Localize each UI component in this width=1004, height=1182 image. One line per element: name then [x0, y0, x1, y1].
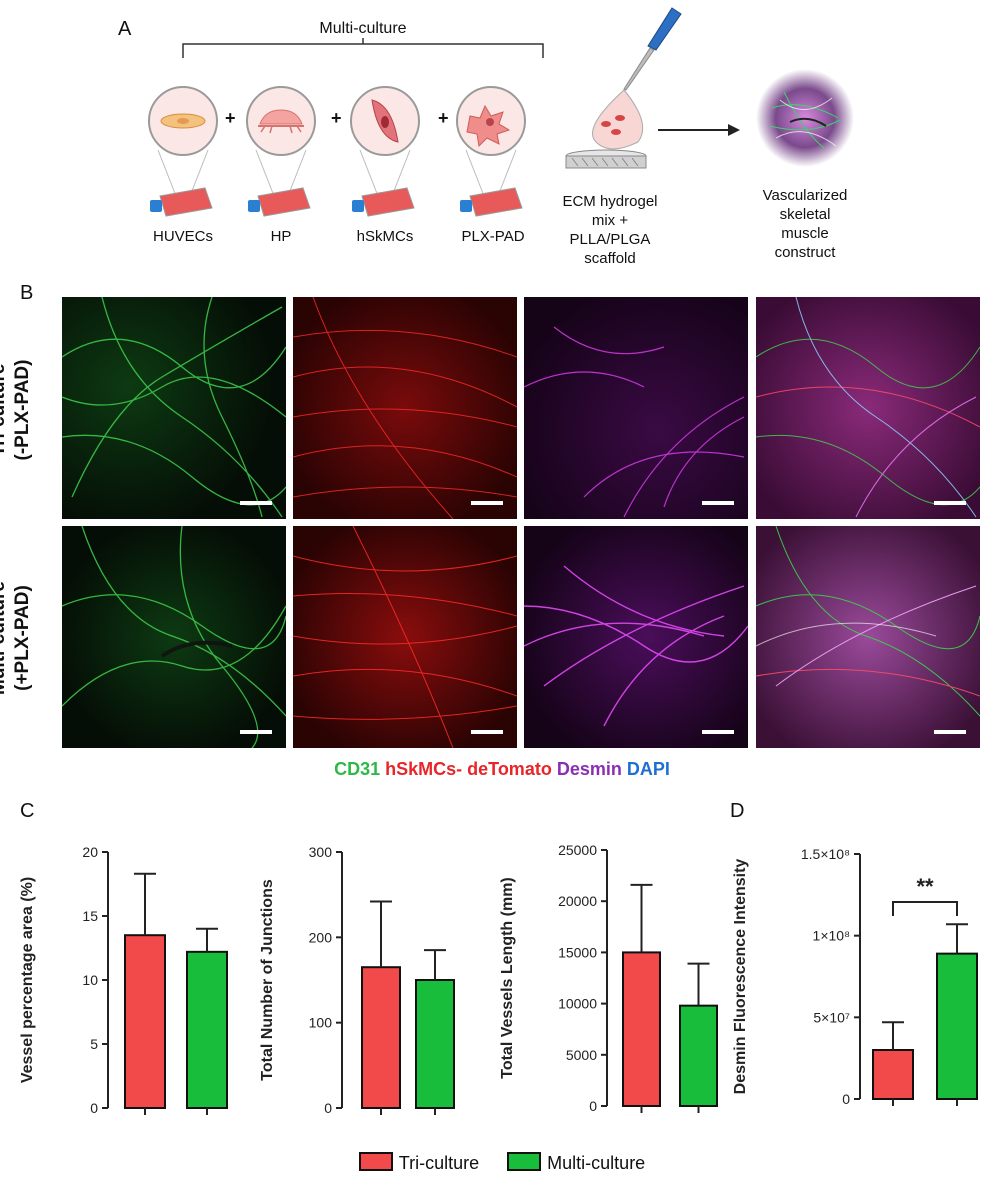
micrograph-cd31-multi [62, 526, 286, 748]
chart-junctions: 0 100 200 300 Total Number of Junctions [259, 844, 455, 1116]
plus-sign: + [225, 108, 236, 128]
y-tick-label: 0 [589, 1098, 597, 1114]
y-tick-label: 15000 [558, 944, 597, 960]
micrograph-hskmcs-tri [293, 297, 517, 519]
panel-b-letter: B [20, 282, 34, 304]
cell-label-hskmcs: hSkMCs [356, 228, 414, 245]
cell-label-plx-pad: PLX-PAD [461, 228, 525, 245]
y-tick-label: 5000 [566, 1047, 597, 1063]
plus-sign: + [438, 108, 449, 128]
micrograph-desmin-tri [524, 297, 748, 519]
y-tick-label: 100 [309, 1015, 333, 1031]
legend-label-multi: Multi-culture [547, 1153, 646, 1173]
stain-cd31: CD31 [334, 759, 381, 779]
plx-pad-cell-icon [456, 86, 526, 197]
y-tick-label: 5×10⁷ [813, 1009, 850, 1025]
pericyte-cell-icon [246, 86, 316, 197]
cell-label-huvecs: HUVECs [152, 228, 213, 245]
significance-label: ** [916, 874, 934, 899]
micrograph-merge-tri [756, 297, 980, 519]
y-tick-label: 5 [90, 1036, 98, 1052]
y-tick-label: 1.5×10⁸ [801, 846, 850, 862]
bracket-label: Multi-culture [319, 20, 407, 37]
y-tick-label: 20 [82, 844, 98, 860]
significance-bracket [892, 901, 958, 916]
chart-vessel-area: 0 5 10 15 20 Vessel percentage area (%) [19, 844, 228, 1116]
y-axis-label: Total Vessels Length (mm) [499, 877, 516, 1079]
bar-multi-culture [415, 979, 455, 1109]
plus-sign: + [331, 108, 342, 128]
stain-hskmcs: hSkMCs- deTomato [385, 759, 552, 779]
stain-legend: CD31 hSkMCs- deTomato Desmin DAPI [0, 759, 1004, 780]
y-tick-label: 25000 [558, 842, 597, 858]
arrow-right-icon [658, 124, 740, 136]
y-axis-label: Total Number of Junctions [259, 879, 276, 1081]
result-label: Vascularized skeletal muscle construct [762, 187, 848, 261]
panel-a-schematic [148, 7, 854, 217]
bar-tri-culture [872, 1049, 914, 1100]
row-label-multi-culture: Multi-culture (+PLX-PAD) [0, 581, 33, 695]
stain-dapi: DAPI [626, 759, 670, 779]
y-axis-label: Desmin Fluorescence Intensity [732, 859, 749, 1095]
y-tick-label: 0 [324, 1100, 332, 1116]
chart-legend: Tri-culture Multi-culture [0, 1152, 1004, 1174]
bar-tri-culture [361, 966, 401, 1109]
bar-tri-culture [124, 934, 166, 1109]
bar-multi-culture [186, 950, 228, 1109]
skeletal-muscle-cell-icon [350, 86, 420, 197]
bar-multi-culture [936, 952, 978, 1100]
y-tick-label: 1×10⁸ [813, 928, 851, 944]
panel-a-letter: A [118, 18, 132, 40]
stain-desmin: Desmin [556, 759, 622, 779]
y-tick-label: 10 [82, 972, 98, 988]
panel-c-letter: C [20, 800, 35, 822]
micrograph-desmin-multi [524, 526, 748, 748]
micrograph-merge-multi [756, 526, 980, 748]
row-label-tri-culture: Tri-culture (-PLX-PAD) [0, 359, 33, 461]
scaffold-icon [565, 149, 647, 169]
chart-desmin: 0 5×10⁷ 1×10⁸ 1.5×10⁸ Desmin Fluorescence In… [732, 846, 978, 1107]
culture-flask-icon [150, 187, 523, 217]
legend-swatch-multi [507, 1152, 542, 1171]
panel-d-letter: D [730, 800, 745, 822]
chart-vessel-length: 0 5000 10000 15000 20000 25000 Total Vessels L… [499, 842, 718, 1114]
construct-image [756, 69, 854, 167]
bar-multi-culture [679, 1004, 718, 1107]
cell-label-hp: HP [270, 228, 292, 245]
y-tick-label: 300 [309, 844, 333, 860]
y-axis-label: Vessel percentage area (%) [19, 877, 36, 1083]
huvec-cell-icon [148, 86, 218, 197]
y-tick-label: 0 [842, 1091, 850, 1107]
y-tick-label: 0 [90, 1100, 98, 1116]
legend-label-tri: Tri-culture [398, 1153, 480, 1173]
y-tick-label: 20000 [558, 893, 597, 909]
y-tick-label: 10000 [558, 996, 597, 1012]
y-tick-label: 200 [309, 929, 333, 945]
hydrogel-drop-icon [592, 89, 644, 150]
bar-tri-culture [622, 951, 661, 1108]
mix-label: ECM hydrogel mix + PLLA/PLGA scaffold [562, 193, 658, 267]
pipette-icon [623, 7, 682, 91]
micrograph-hskmcs-multi [293, 526, 517, 748]
y-tick-label: 15 [82, 908, 98, 924]
micrograph-cd31-tri [62, 297, 286, 519]
legend-swatch-tri [358, 1152, 393, 1171]
